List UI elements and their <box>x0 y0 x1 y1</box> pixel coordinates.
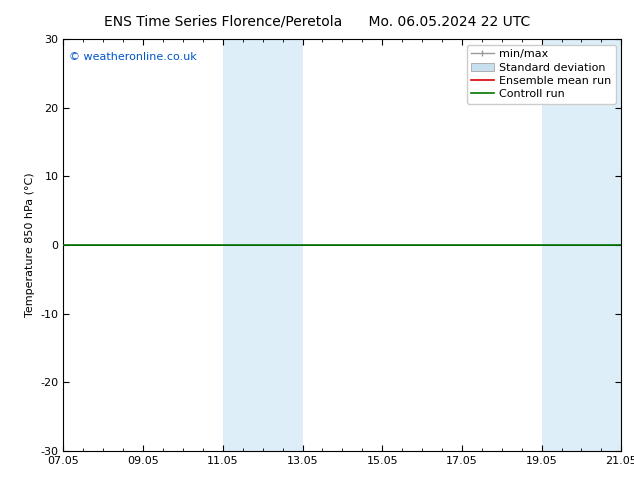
Bar <box>223 39 302 451</box>
Legend: min/max, Standard deviation, Ensemble mean run, Controll run: min/max, Standard deviation, Ensemble me… <box>467 45 616 104</box>
Text: ENS Time Series Florence/Peretola      Mo. 06.05.2024 22 UTC: ENS Time Series Florence/Peretola Mo. 06… <box>104 15 530 29</box>
Bar <box>541 39 621 451</box>
Text: © weatheronline.co.uk: © weatheronline.co.uk <box>69 51 197 62</box>
Y-axis label: Temperature 850 hPa (°C): Temperature 850 hPa (°C) <box>25 172 35 318</box>
